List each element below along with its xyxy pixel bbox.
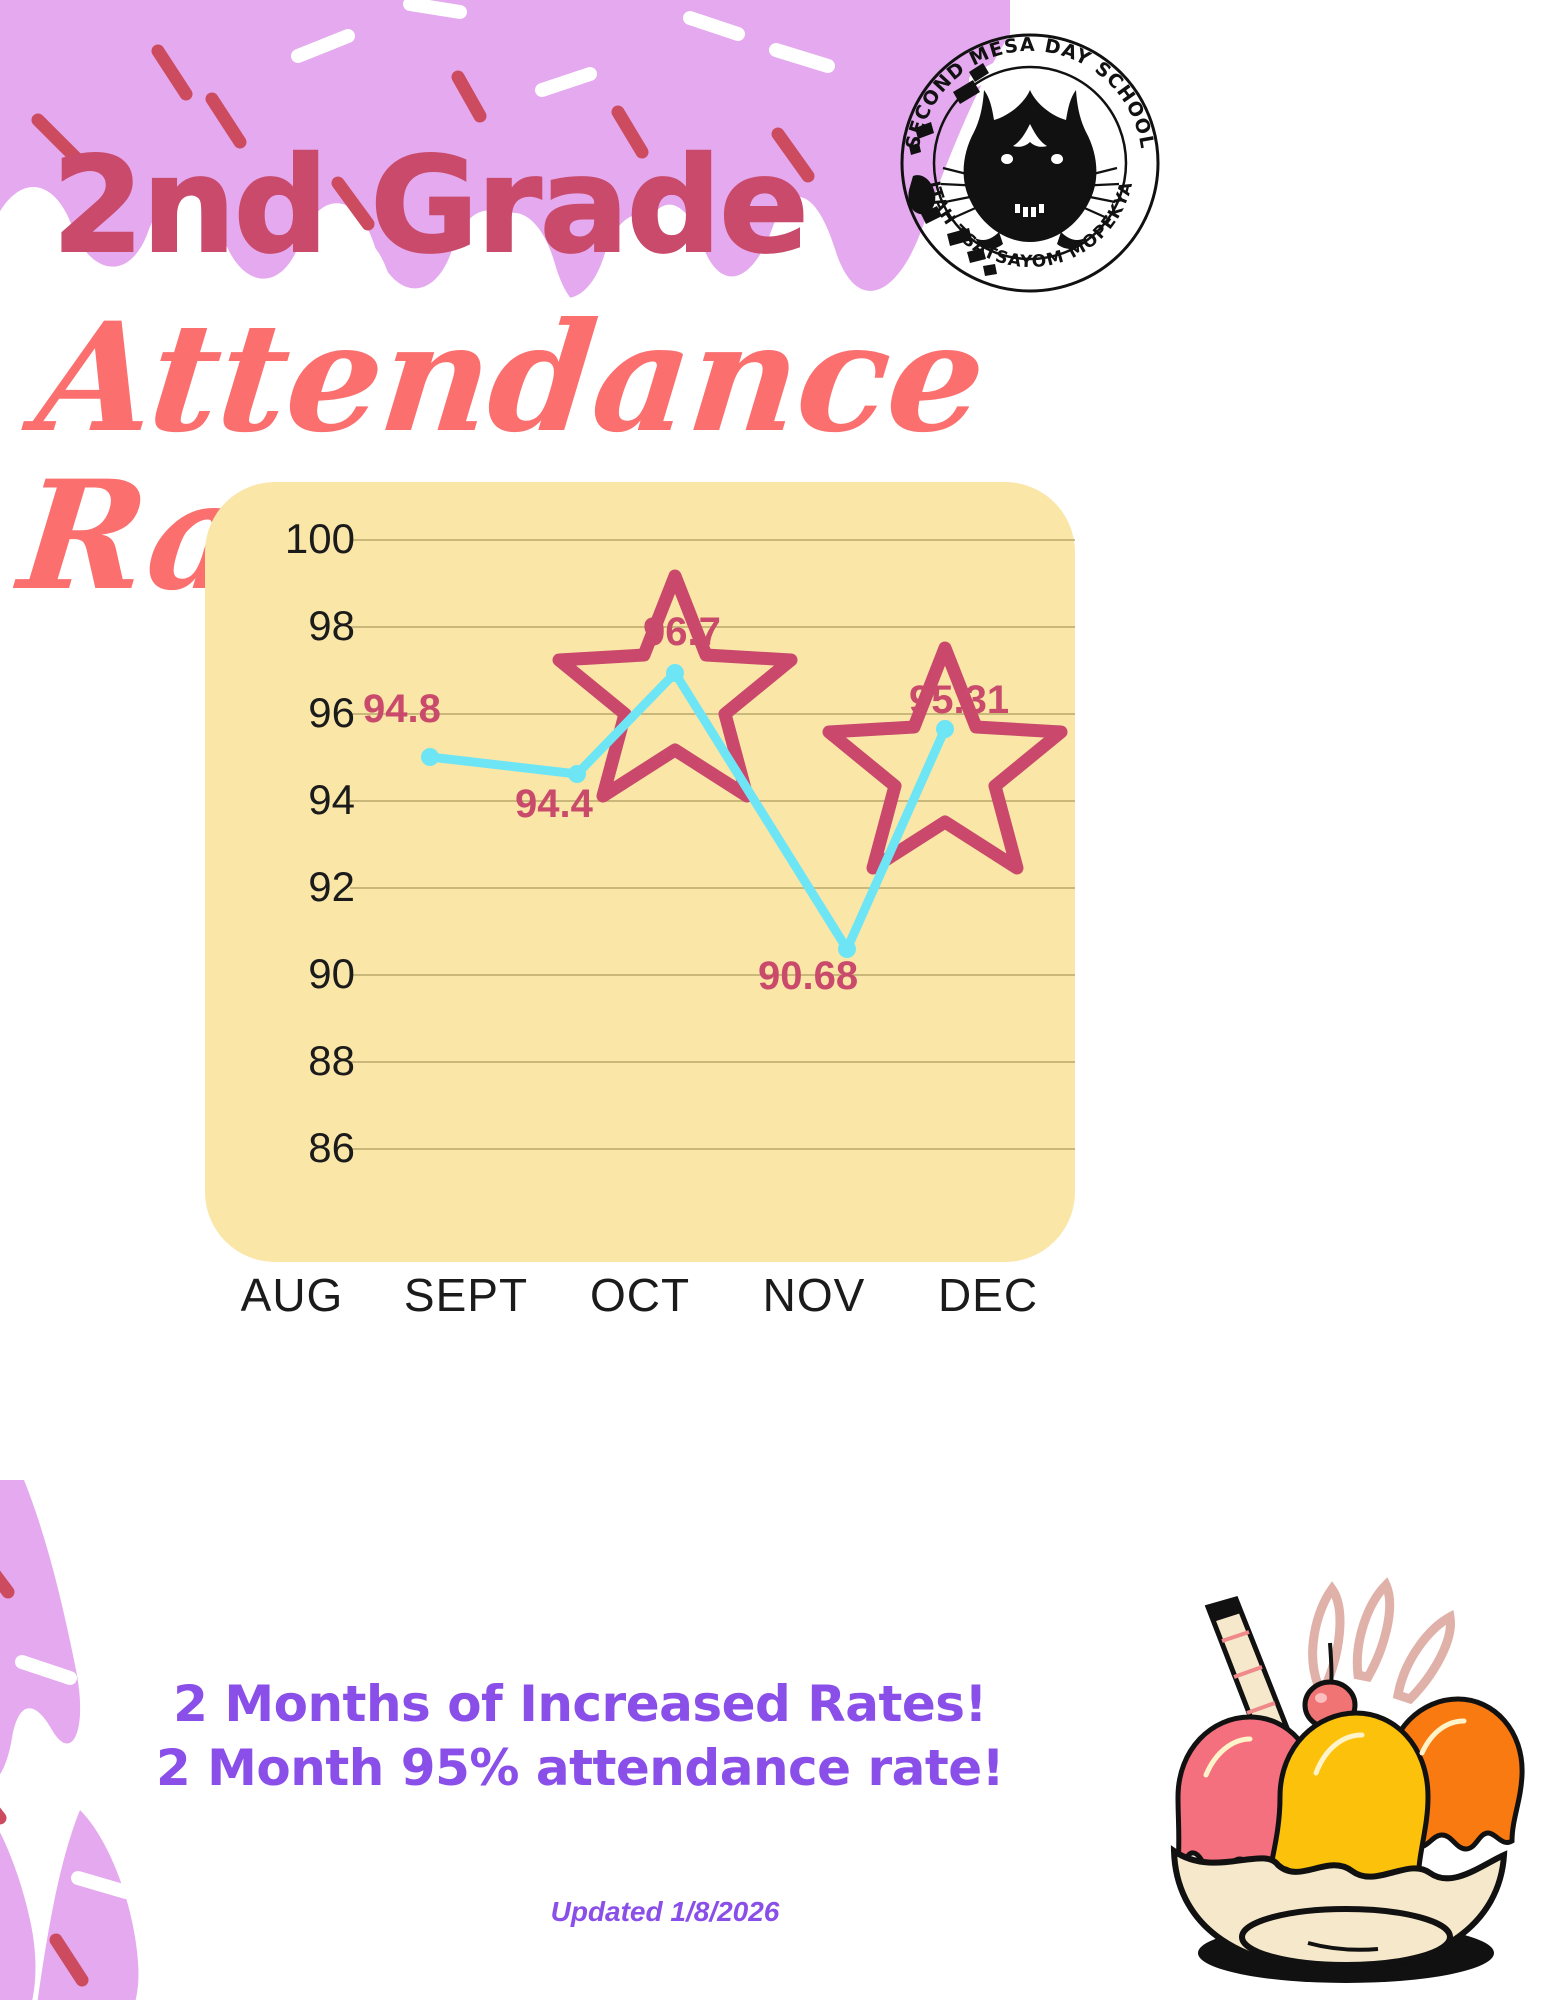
x-tick-aug: AUG	[240, 1269, 344, 1321]
school-logo-icon: SECOND MESA DAY SCHOOL ITAH TSATSAYOM MO…	[900, 33, 1160, 293]
data-label-dec: 95.31	[909, 678, 1010, 722]
sundae-bowl	[1170, 1845, 1508, 1983]
bobcat-head	[940, 90, 1120, 249]
chart-card: 100 98 96 94 92 90 88 86 94.8 94.4 96.7 …	[205, 482, 1075, 1262]
scoop-highlights	[1203, 1718, 1467, 1778]
x-tick-oct: OCT	[589, 1269, 691, 1321]
data-label-aug: 94.8	[363, 687, 441, 731]
data-points	[421, 664, 954, 958]
y-tick-label: 90	[308, 950, 355, 997]
y-tick-label: 86	[308, 1124, 355, 1171]
message-block: 2 Months of Increased Rates! 2 Month 95%…	[0, 1672, 1160, 1800]
data-label-sept: 94.4	[515, 782, 593, 826]
updated-timestamp: Updated 1/8/2026	[550, 1896, 780, 1927]
y-tick-label: 94	[308, 776, 355, 823]
y-axis: 100 98 96 94 92 90 88 86	[245, 482, 355, 1262]
y-tick-label: 100	[284, 515, 355, 562]
y-tick-label: 88	[308, 1037, 355, 1084]
y-tick-label: 96	[308, 689, 355, 736]
x-tick-nov: NOV	[762, 1269, 866, 1321]
sparkle-lines	[1308, 1577, 1455, 1705]
highlight-star-oct	[552, 569, 798, 803]
x-tick-sept: SEPT	[403, 1269, 529, 1321]
y-tick-label: 98	[308, 602, 355, 649]
x-tick-dec: DEC	[937, 1269, 1039, 1321]
tribal-border-motifs	[908, 63, 997, 276]
message-line-2: 2 Month 95% attendance rate!	[155, 1739, 1005, 1797]
data-label-oct: 96.7	[643, 610, 721, 654]
y-tick-label: 92	[308, 863, 355, 910]
message-line-1: 2 Months of Increased Rates!	[173, 1675, 987, 1733]
attendance-line-chart	[350, 539, 1075, 1150]
page-title: 2nd Grade	[51, 129, 810, 283]
gridlines	[350, 539, 1075, 1150]
ice-cream-sundae-icon	[1170, 1577, 1525, 1983]
x-axis: AUG SEPT OCT NOV DEC	[205, 1268, 1075, 1338]
highlight-star-dec	[822, 641, 1068, 875]
data-label-nov: 90.68	[758, 954, 859, 998]
